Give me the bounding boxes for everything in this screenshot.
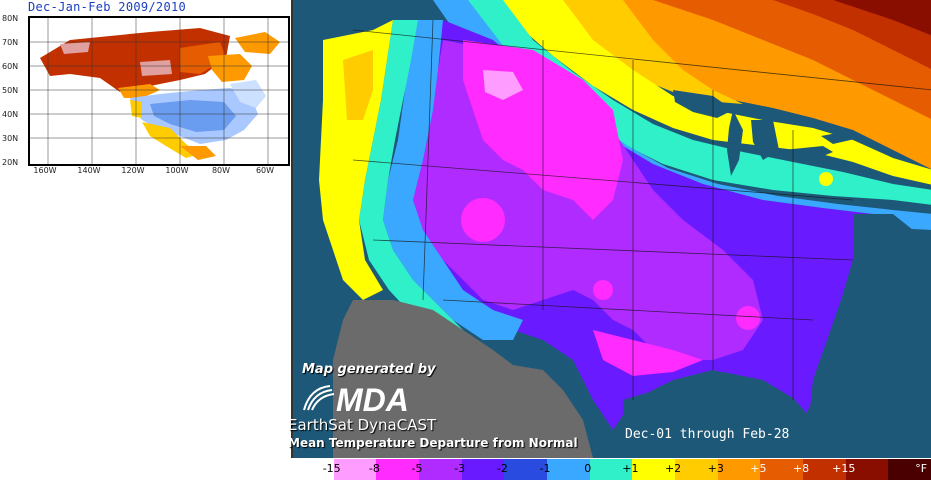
mda-logo: MDA xyxy=(303,382,409,416)
legend-swatch: +1 xyxy=(589,459,638,480)
map-subtitle: Mean Temperature Departure from Normal xyxy=(288,436,578,450)
inset-lon-label: 140W xyxy=(77,166,101,175)
inset-map-graphic xyxy=(30,18,288,164)
legend-swatch: +5 xyxy=(717,459,767,480)
date-range-label: Dec-01 through Feb-28 xyxy=(625,427,790,442)
legend-swatch: +3 xyxy=(675,459,724,480)
inset-lon-label: 120W xyxy=(121,166,145,175)
legend-label: +15 xyxy=(832,462,856,475)
legend-swatch: -3 xyxy=(419,459,465,480)
inset-lat-label: 80N xyxy=(2,14,19,23)
legend-swatch: °F xyxy=(888,459,931,480)
legend-label: +5 xyxy=(750,462,767,475)
legend-swatch: +8 xyxy=(760,459,809,480)
legend-label: -3 xyxy=(454,462,466,475)
inset-lon-label: 100W xyxy=(165,166,189,175)
legend-swatch: -2 xyxy=(461,459,508,480)
inset-lat-label: 50N xyxy=(2,86,19,95)
inset-lat-label: 70N xyxy=(2,38,19,47)
product-name: EarthSat DynaCAST xyxy=(288,416,437,434)
legend-swatch: +2 xyxy=(632,459,681,480)
generated-by-text: Map generated by xyxy=(302,362,436,377)
inset-lat-label: 60N xyxy=(2,62,19,71)
legend-label: +2 xyxy=(664,462,682,475)
inset-title: Dec-Jan-Feb 2009/2010 xyxy=(28,0,187,14)
legend-label: +8 xyxy=(792,462,810,475)
legend-label: -8 xyxy=(368,462,380,475)
color-legend: -15 -8 -5 -3 -2 -1 0 +1 +2 +3 +5 +8 +15 °F xyxy=(291,459,931,480)
legend-swatch: -15 xyxy=(291,459,341,480)
legend-swatch: -5 xyxy=(376,459,423,480)
legend-swatch: 0 xyxy=(547,459,591,480)
inset-lat-label: 20N xyxy=(2,158,19,167)
inset-map-frame xyxy=(28,16,290,166)
mda-logo-text: MDA xyxy=(336,382,409,416)
legend-swatch xyxy=(845,459,889,480)
legend-label: +1 xyxy=(622,462,639,475)
legend-label: -15 xyxy=(322,462,341,475)
temperature-departure-map xyxy=(293,0,931,458)
inset-lat-label: 40N xyxy=(2,110,19,119)
legend-unit: °F xyxy=(915,462,928,475)
legend-swatch: +15 xyxy=(803,459,855,480)
inset-map: Dec-Jan-Feb 2009/2010 80N 70N 60N 50N 40… xyxy=(0,0,290,180)
legend-swatch: -1 xyxy=(504,459,551,480)
legend-label: +3 xyxy=(707,462,724,475)
main-map xyxy=(291,0,931,458)
inset-lon-label: 80W xyxy=(211,166,231,175)
legend-label: -2 xyxy=(496,462,508,475)
legend-label: -1 xyxy=(539,462,551,475)
legend-swatch: -8 xyxy=(333,459,380,480)
inset-lon-label: 60W xyxy=(255,166,275,175)
inset-lon-label: 160W xyxy=(33,166,57,175)
legend-label: -5 xyxy=(411,462,423,475)
inset-lat-label: 30N xyxy=(2,134,19,143)
legend-label: 0 xyxy=(584,462,592,475)
